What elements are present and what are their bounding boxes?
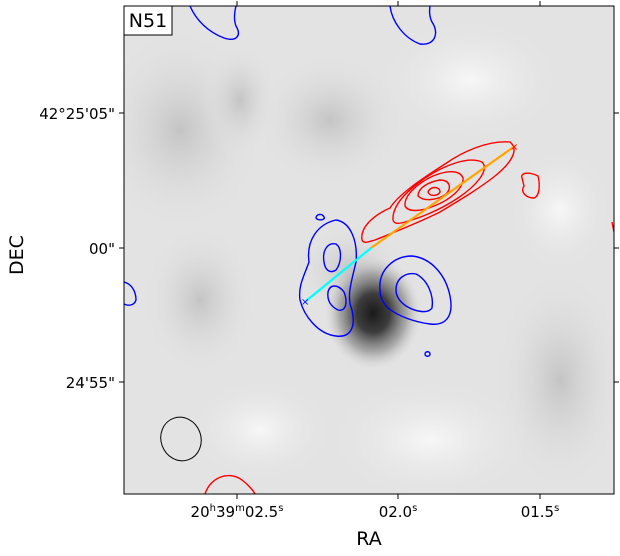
blue-contour-6 [327,285,347,311]
blue-contour-3 [315,213,326,221]
blue-contour-7 [379,255,452,325]
x-tick-label-3: 01.5s [521,503,560,521]
blue-contour-10 [124,281,137,306]
plot-frame [123,5,615,495]
red-contour-6 [521,172,540,199]
ticks [119,1,619,499]
blue-contour-8 [395,272,434,313]
y-tick-label-1: 42°25'05" [39,105,115,123]
outflow-lines: × × [301,142,518,308]
panel-label-box: N51 [123,5,173,36]
blue-contour-5 [322,243,342,273]
svg-text:×: × [510,142,518,153]
y-tick-label-3: 24'55" [66,374,115,392]
blue-contour-1 [189,6,240,40]
x-tick-label-1: 20h39m02.5s [191,503,284,521]
blue-contour-2 [389,6,437,45]
greyscale-image [124,6,614,494]
beam-ellipse [160,416,202,462]
red-contour-1 [361,141,515,243]
svg-text:×: × [301,297,309,308]
y-axis-title: DEC [6,235,28,275]
contours [124,6,614,494]
red-contour-3 [404,171,464,212]
x-axis-title: RA [356,528,381,550]
red-contour-4 [417,179,451,201]
y-tick-label-2: 00" [89,240,115,258]
red-contour-2 [392,159,485,225]
blue-contour-9 [424,351,431,357]
blue-contour-4 [298,219,357,337]
blueshifted-axis-line [305,247,372,302]
panel-label: N51 [129,10,167,32]
x-tick-label-2: 02.0s [379,503,418,521]
red-contour-5 [427,186,441,197]
redshifted-axis-line [370,145,516,249]
red-contour-8 [204,475,256,494]
